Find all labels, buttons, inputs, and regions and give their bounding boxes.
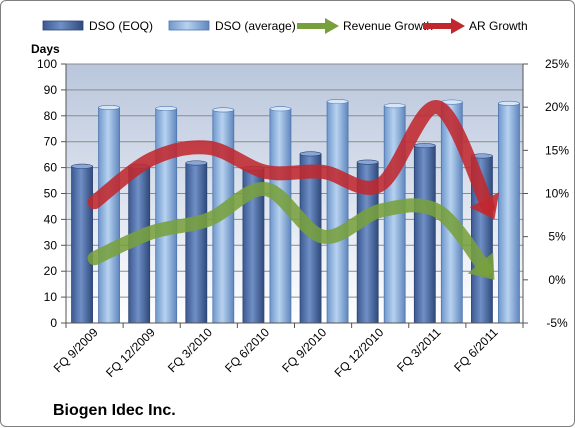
x-tick-label: FQ 6/2011 — [451, 325, 501, 375]
bar-cap — [185, 160, 208, 166]
bar-cap — [98, 105, 120, 111]
legend-swatch-dso-average — [168, 20, 210, 31]
bar-dso-average — [269, 108, 292, 324]
x-tick-label: FQ 3/2011 — [394, 325, 444, 375]
y-left-tick-label: 30 — [44, 238, 58, 252]
legend-swatch-arrow — [325, 18, 339, 34]
legend-swatch-arrow — [451, 18, 465, 34]
series-arrowhead-revenue-growth — [467, 252, 495, 280]
y-right-tick-label: 5% — [548, 230, 566, 244]
bar-dso-average — [326, 101, 349, 324]
y-left-tick-label: 50 — [44, 187, 58, 201]
y-right-tick-label: -5% — [546, 316, 568, 330]
bar-cap — [71, 163, 93, 169]
y-left-tick-label: 70 — [44, 135, 58, 149]
bar-dso-eoq — [413, 145, 436, 324]
bar-dso-average — [98, 107, 120, 324]
x-tick-label: FQ 9/2009 — [51, 325, 101, 375]
x-tick-label: FQ 12/2009 — [103, 325, 158, 380]
y-left-tick-label: 80 — [44, 109, 58, 123]
bar-cap — [498, 100, 520, 106]
y-left-tick-label: 40 — [44, 212, 58, 226]
y-left-tick-label: 90 — [44, 83, 58, 97]
y-right-tick-label: 0% — [548, 273, 566, 287]
bar-cap — [212, 107, 235, 113]
y-right-tick-label: 20% — [545, 100, 569, 114]
x-tick-label: FQ 6/2010 — [222, 325, 272, 375]
legend-label: DSO (EOQ) — [89, 19, 153, 33]
y-left-tick-label: 60 — [44, 161, 58, 175]
legend-label: DSO (average) — [215, 19, 296, 33]
bar-cap — [326, 99, 349, 105]
y-right-tick-label: 15% — [545, 143, 569, 157]
y-axis-label: Days — [31, 42, 60, 56]
bar-dso-eoq — [185, 162, 208, 324]
bar-dso-average — [498, 102, 520, 324]
legend-swatch-dso-eoq — [42, 20, 84, 31]
series-line-revenue-growth — [87, 182, 493, 277]
y-right-tick-label: 25% — [545, 57, 569, 71]
series-line-ar-growth — [87, 100, 496, 214]
x-tick-label: FQ 3/2010 — [165, 325, 215, 375]
y-left-tick-label: 10 — [44, 290, 58, 304]
y-left-tick-label: 20 — [44, 264, 58, 278]
bar-cap — [414, 143, 436, 149]
y-left-tick-label: 0 — [50, 316, 57, 330]
x-tick-label: FQ 12/2010 — [332, 325, 387, 380]
bar-cap — [356, 159, 379, 165]
bar-dso-average — [155, 108, 178, 324]
bar-cap — [155, 106, 177, 112]
bar-cap — [299, 151, 322, 157]
company-name: Biogen Idec Inc. — [53, 402, 176, 419]
legend-label: AR Growth — [469, 19, 528, 33]
bar-cap — [383, 103, 406, 109]
x-tick-label: FQ 9/2010 — [279, 325, 329, 375]
bar-dso-eoq — [71, 165, 93, 324]
y-left-tick-label: 100 — [37, 57, 57, 71]
legend-label: Revenue Growth — [343, 19, 433, 33]
series-arrowhead-ar-growth — [469, 192, 500, 220]
bar-cap — [269, 106, 292, 112]
y-right-tick-label: 10% — [545, 187, 569, 201]
